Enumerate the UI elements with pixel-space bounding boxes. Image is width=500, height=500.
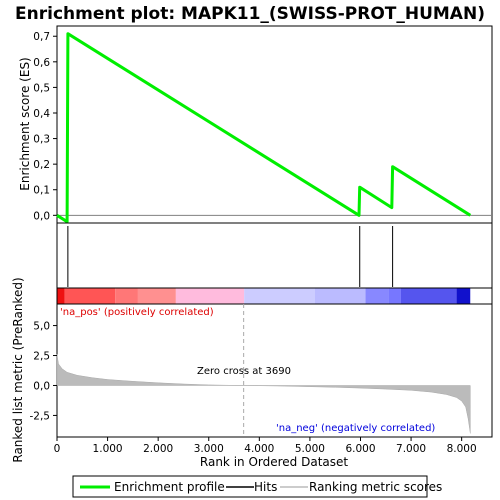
positive-correlation-label: 'na_pos' (positively correlated) bbox=[60, 307, 214, 318]
enrichment-profile-line bbox=[56, 32, 472, 224]
heat-bar-segment bbox=[115, 288, 138, 304]
x-tick-label: 8.000 bbox=[447, 443, 477, 455]
es-y-tick-label: 0,6 bbox=[33, 57, 50, 69]
heat-bar-segment bbox=[175, 288, 245, 304]
metric-y-tick-label: 0,0 bbox=[33, 380, 50, 392]
enrichment-profile-series bbox=[56, 32, 472, 224]
x-tick-label: 4.000 bbox=[244, 443, 274, 455]
x-tick-label: 7.000 bbox=[396, 443, 426, 455]
heat-bar-segment bbox=[137, 288, 176, 304]
es-y-tick-label: 0,1 bbox=[33, 185, 50, 197]
heat-bar-segment bbox=[64, 288, 116, 304]
metric-panel: -2,5 0,0 2,5 5,0 'na_pos' (positively corre… bbox=[11, 277, 493, 463]
es-y-axis-label: Enrichment score (ES) bbox=[18, 57, 32, 190]
negative-correlation-label: 'na_neg' (negatively correlated) bbox=[276, 423, 435, 434]
legend-label-enrichment-profile: Enrichment profile bbox=[114, 480, 225, 494]
heat-bar-segment bbox=[57, 288, 65, 304]
x-tick-label: 2.000 bbox=[143, 443, 173, 455]
heat-bar-segment bbox=[244, 288, 315, 304]
x-tick-label: 5.000 bbox=[295, 443, 325, 455]
legend-label-hits: Hits bbox=[254, 480, 277, 494]
chart-title: Enrichment plot: MAPK11_(SWISS-PROT_HUMA… bbox=[15, 4, 485, 24]
metric-y-tick-label: 5,0 bbox=[33, 321, 50, 333]
ranking-metric-area bbox=[56, 354, 471, 434]
es-y-tick-label: 0,0 bbox=[33, 210, 50, 222]
x-tick-label: 6.000 bbox=[345, 443, 375, 455]
x-tick-label: 3.000 bbox=[194, 443, 224, 455]
zero-cross-label: Zero cross at 3690 bbox=[197, 366, 291, 377]
x-ticks: 0 1.000 2.000 3.000 4.000 5.000 6.000 7.000 8.00… bbox=[54, 437, 477, 455]
heat-bar-segment bbox=[456, 288, 471, 304]
metric-y-axis-label: Ranked list metric (PreRanked) bbox=[11, 277, 25, 462]
legend: Enrichment profile Hits Ranking metric s… bbox=[72, 475, 442, 498]
es-panel: 0,0 0,1 0,2 0,3 0,4 0,5 0,6 0,7 Enrichment scor… bbox=[18, 25, 493, 224]
hit-markers bbox=[67, 226, 394, 287]
metric-y-tick-label: 2,5 bbox=[33, 351, 50, 363]
heat-bar-segment bbox=[365, 288, 389, 304]
hits-panel-frame bbox=[56, 222, 493, 289]
es-panel-frame bbox=[56, 25, 493, 224]
es-y-tick-label: 0,5 bbox=[33, 82, 50, 94]
metric-y-ticks: -2,5 0,0 2,5 5,0 bbox=[30, 321, 57, 422]
x-tick-label: 0 bbox=[54, 443, 61, 455]
metric-y-tick-label: -2,5 bbox=[30, 410, 51, 422]
es-y-tick-label: 0,2 bbox=[33, 159, 50, 171]
ranking-metric-fill bbox=[56, 354, 471, 434]
hits-panel bbox=[56, 222, 493, 289]
legend-label-ranking-metric: Ranking metric scores bbox=[309, 480, 442, 494]
x-tick-label: 1.000 bbox=[93, 443, 123, 455]
heat-bar-segment bbox=[400, 288, 457, 304]
es-y-tick-label: 0,7 bbox=[33, 31, 50, 43]
heat-bar-segment bbox=[388, 288, 401, 304]
x-axis-label: Rank in Ordered Dataset bbox=[200, 455, 348, 469]
es-y-tick-label: 0,3 bbox=[33, 134, 50, 146]
es-y-ticks: 0,0 0,1 0,2 0,3 0,4 0,5 0,6 0,7 bbox=[33, 31, 57, 222]
heat-bar-segment bbox=[314, 288, 366, 304]
es-y-tick-label: 0,4 bbox=[33, 108, 50, 120]
ranking-heat-bar bbox=[57, 288, 471, 304]
